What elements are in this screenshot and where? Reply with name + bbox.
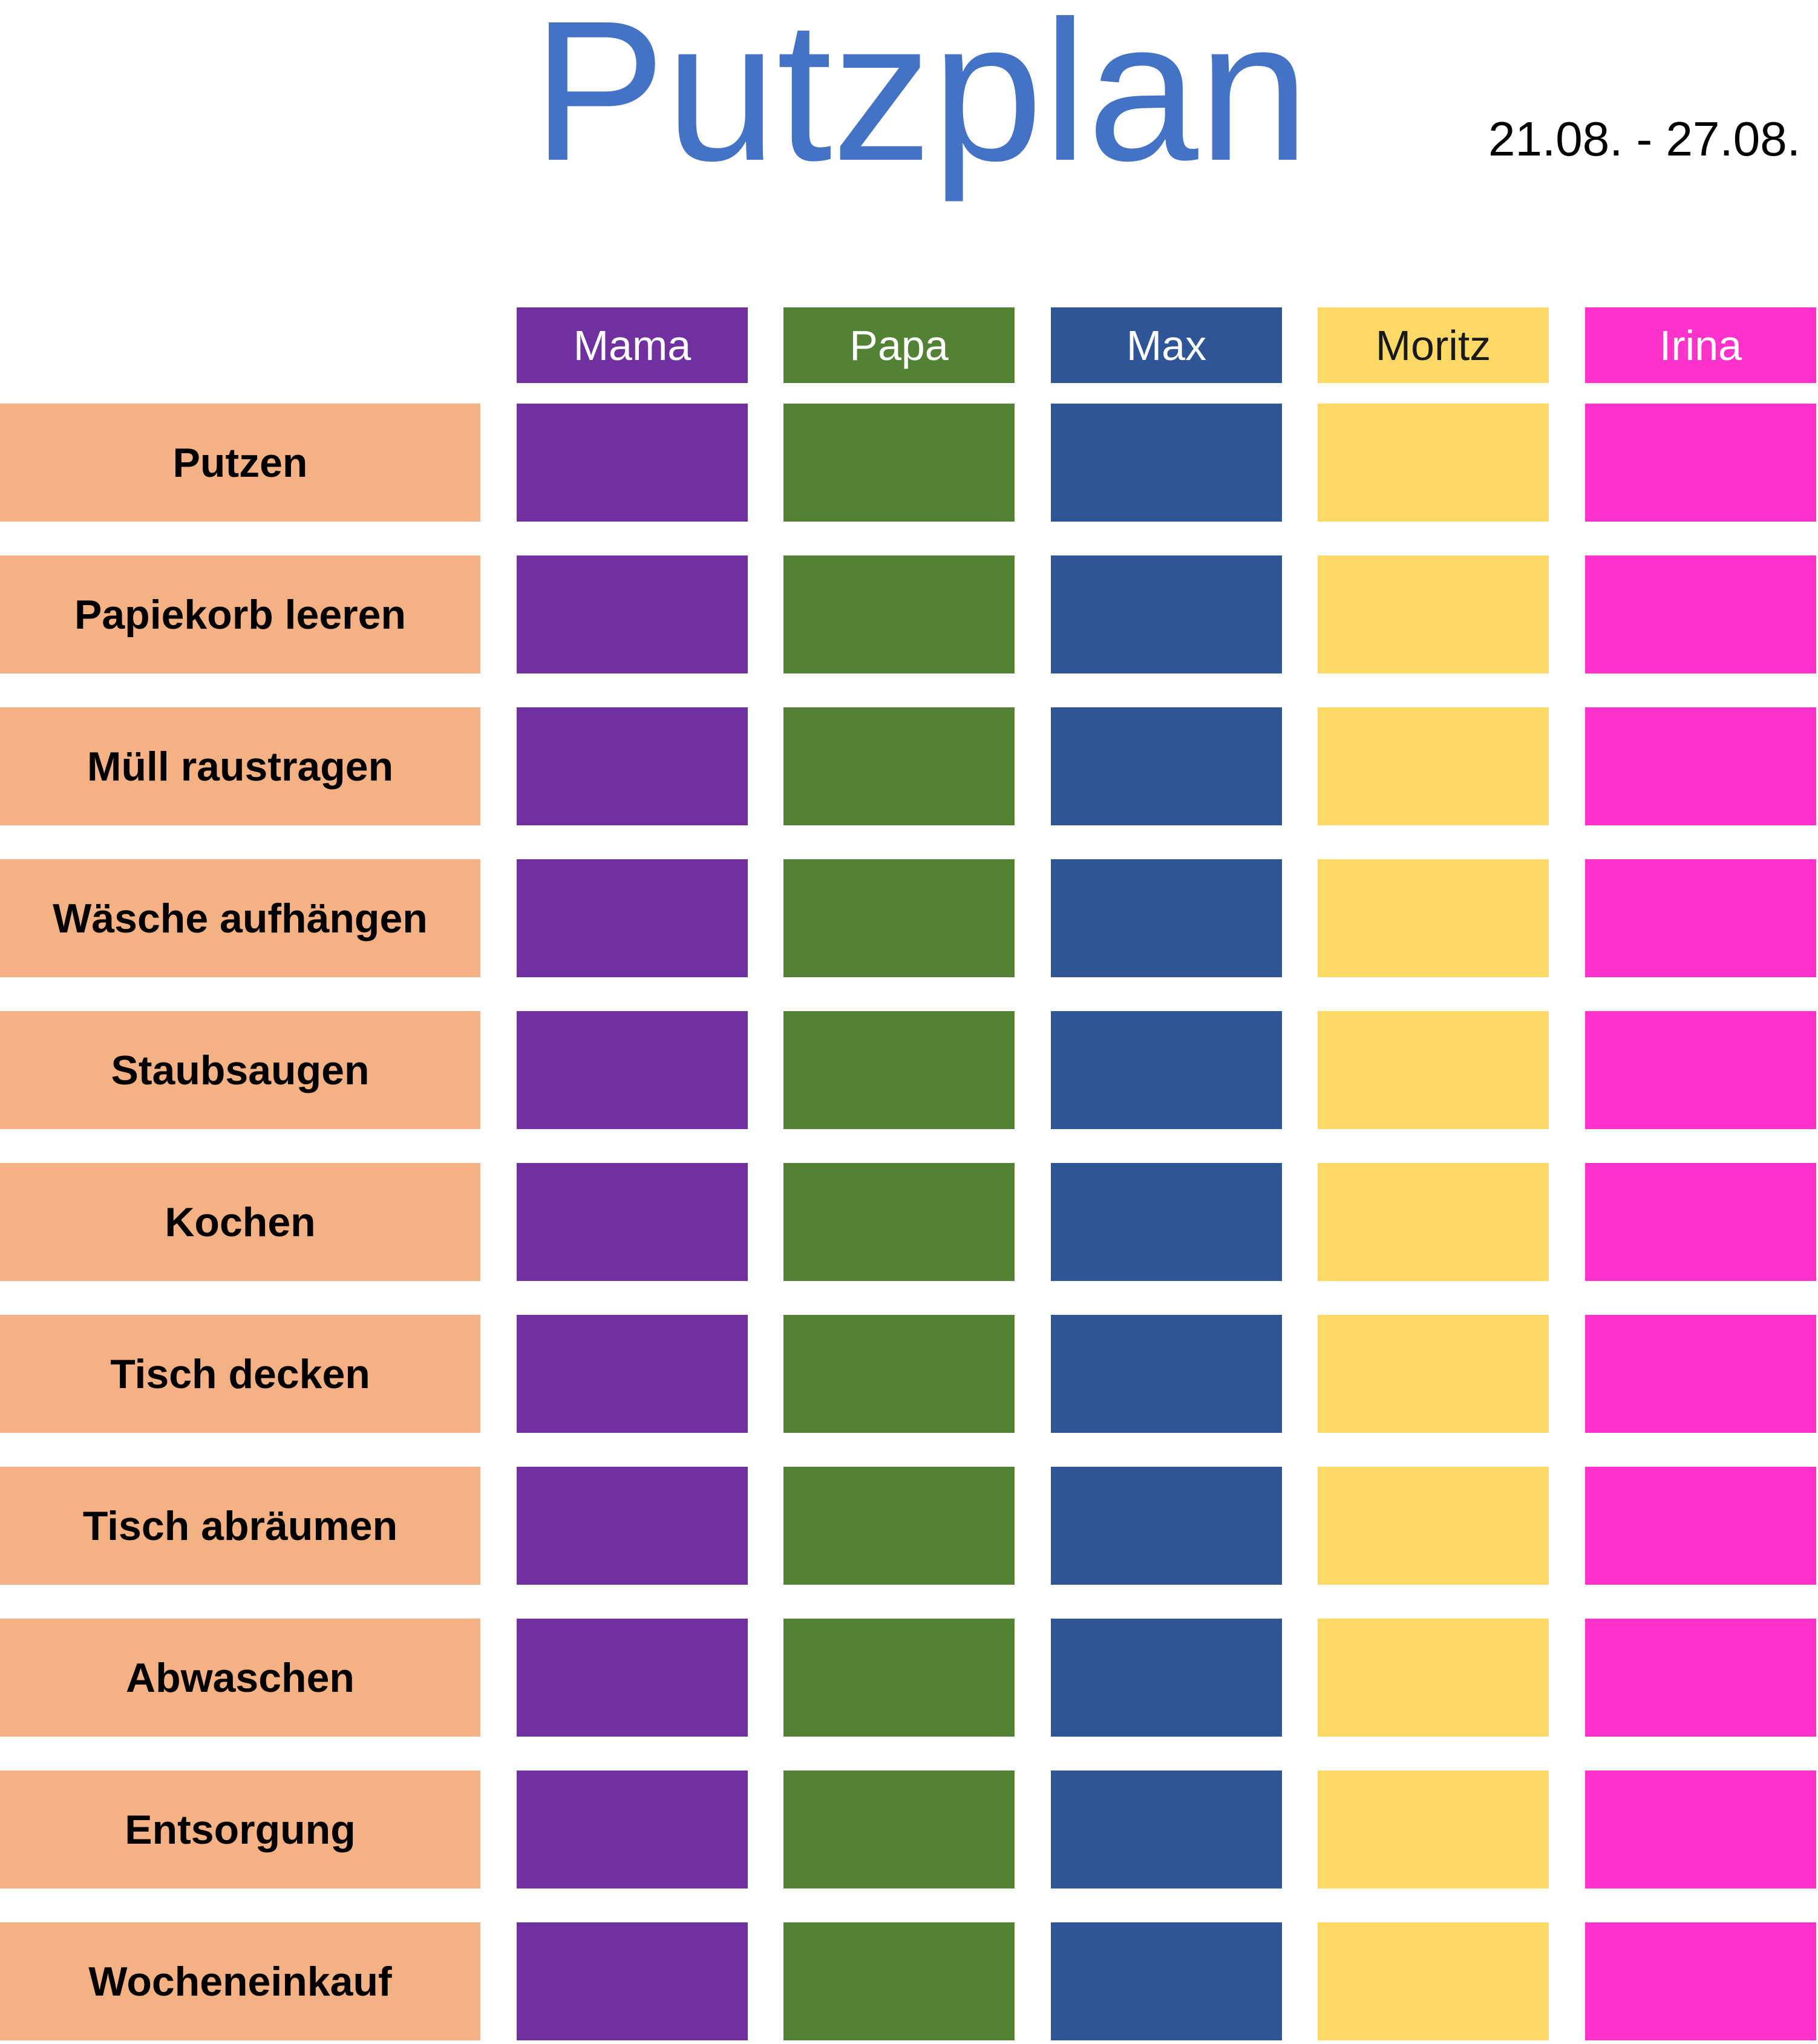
schedule-cell[interactable]	[1051, 1011, 1282, 1129]
schedule-cell[interactable]	[1051, 1619, 1282, 1737]
schedule-cell[interactable]	[1318, 859, 1549, 977]
schedule-cell[interactable]	[517, 1163, 748, 1281]
schedule-cell[interactable]	[1318, 1467, 1549, 1585]
schedule-cell[interactable]	[517, 1011, 748, 1129]
person-header-max: Max	[1051, 307, 1282, 383]
task-label: Wocheneinkauf	[0, 1922, 480, 2040]
schedule-cell[interactable]	[1318, 1011, 1549, 1129]
schedule-cell[interactable]	[1585, 1619, 1816, 1737]
page-title: Putzplan	[532, 0, 1310, 202]
schedule-cell[interactable]	[783, 1011, 1015, 1129]
schedule-cell[interactable]	[517, 1770, 748, 1888]
schedule-cell[interactable]	[1585, 1315, 1816, 1433]
task-label: Tisch decken	[0, 1315, 480, 1433]
task-label: Müll raustragen	[0, 707, 480, 825]
task-label: Entsorgung	[0, 1770, 480, 1888]
person-header-mama: Mama	[517, 307, 748, 383]
task-label: Putzen	[0, 404, 480, 522]
person-header-moritz: Moritz	[1318, 307, 1549, 383]
schedule-cell[interactable]	[1051, 1770, 1282, 1888]
schedule-cell[interactable]	[1051, 555, 1282, 673]
schedule-cell[interactable]	[1585, 1467, 1816, 1585]
schedule-cell[interactable]	[517, 707, 748, 825]
schedule-cell[interactable]	[1318, 404, 1549, 522]
schedule-cell[interactable]	[1051, 859, 1282, 977]
schedule-cell[interactable]	[517, 1315, 748, 1433]
schedule-cell[interactable]	[1585, 1163, 1816, 1281]
task-label: Kochen	[0, 1163, 480, 1281]
person-header-irina: Irina	[1585, 307, 1816, 383]
schedule-cell[interactable]	[517, 1619, 748, 1737]
schedule-cell[interactable]	[1051, 1163, 1282, 1281]
task-label: Wäsche aufhängen	[0, 859, 480, 977]
schedule-cell[interactable]	[1585, 859, 1816, 977]
schedule-cell[interactable]	[1585, 555, 1816, 673]
schedule-cell[interactable]	[1318, 707, 1549, 825]
schedule-cell[interactable]	[783, 1619, 1015, 1737]
schedule-cell[interactable]	[1318, 1163, 1549, 1281]
task-label: Staubsaugen	[0, 1011, 480, 1129]
schedule-cell[interactable]	[517, 555, 748, 673]
schedule-cell[interactable]	[783, 1467, 1015, 1585]
schedule-cell[interactable]	[783, 859, 1015, 977]
schedule-cell[interactable]	[1585, 1011, 1816, 1129]
schedule-cell[interactable]	[1051, 1315, 1282, 1433]
schedule-cell[interactable]	[783, 1315, 1015, 1433]
schedule-cell[interactable]	[1318, 1922, 1549, 2040]
schedule-cell[interactable]	[517, 1467, 748, 1585]
task-label: Tisch abräumen	[0, 1467, 480, 1585]
schedule-cell[interactable]	[517, 404, 748, 522]
schedule-cell[interactable]	[1051, 1467, 1282, 1585]
schedule-cell[interactable]	[1318, 555, 1549, 673]
schedule-cell[interactable]	[783, 555, 1015, 673]
schedule-cell[interactable]	[1318, 1619, 1549, 1737]
schedule-cell[interactable]	[783, 1163, 1015, 1281]
schedule-cell[interactable]	[1585, 1770, 1816, 1888]
person-header-papa: Papa	[783, 307, 1015, 383]
schedule-cell[interactable]	[517, 1922, 748, 2040]
schedule-cell[interactable]	[1318, 1315, 1549, 1433]
schedule-cell[interactable]	[1051, 404, 1282, 522]
schedule-cell[interactable]	[783, 1770, 1015, 1888]
schedule-cell[interactable]	[517, 859, 748, 977]
task-label: Abwaschen	[0, 1619, 480, 1737]
date-range: 21.08. - 27.08.	[1488, 112, 1800, 166]
schedule-cell[interactable]	[783, 1922, 1015, 2040]
schedule-cell[interactable]	[783, 404, 1015, 522]
schedule-cell[interactable]	[1585, 404, 1816, 522]
schedule-cell[interactable]	[1051, 707, 1282, 825]
schedule-cell[interactable]	[1051, 1922, 1282, 2040]
schedule-cell[interactable]	[783, 707, 1015, 825]
schedule-cell[interactable]	[1585, 1922, 1816, 2040]
schedule-cell[interactable]	[1318, 1770, 1549, 1888]
schedule-cell[interactable]	[1585, 707, 1816, 825]
task-label: Papiekorb leeren	[0, 555, 480, 673]
